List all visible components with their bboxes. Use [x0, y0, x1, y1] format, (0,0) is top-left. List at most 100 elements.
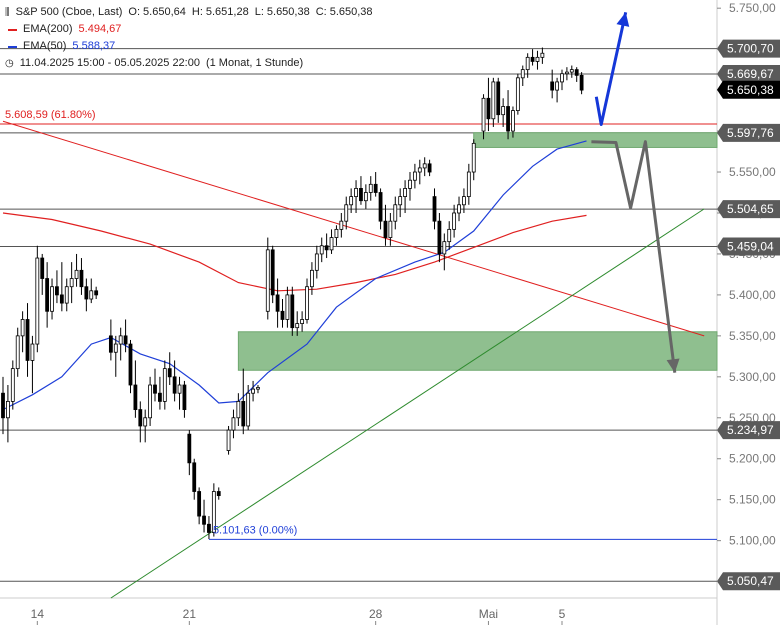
ohlc-high: 5.651,28 [205, 6, 249, 18]
candle-body [89, 290, 94, 300]
y-tick-label: 5.350,00 [729, 329, 776, 343]
y-tick-label: 5.550,00 [729, 165, 776, 179]
candle-body [138, 409, 143, 427]
y-tick-label: 5.200,00 [729, 452, 776, 466]
candle-body [422, 163, 427, 169]
candle-body [162, 368, 167, 402]
candle-body [319, 245, 324, 255]
candle-body [383, 220, 388, 238]
scenario-up-arrow-path [594, 11, 628, 126]
ohlc-open: 5.650,64 [143, 6, 186, 18]
candle-body [10, 368, 15, 402]
candle-body [520, 69, 525, 79]
ema200-swatch [8, 28, 17, 31]
level-price-text: 5.050,47 [727, 574, 774, 588]
candle-body [226, 429, 231, 451]
candle-body [265, 249, 270, 312]
candle-body [202, 515, 206, 525]
legend-ema50-row: EMA(50) 5.588,37 [5, 38, 373, 55]
candle-body [491, 81, 496, 120]
level-price-badge [717, 200, 780, 219]
candle-body [158, 392, 162, 402]
candle-body [540, 52, 545, 58]
candle-body [506, 106, 510, 132]
candle-body [35, 257, 40, 345]
ohlc-low: 5.650,38 [266, 6, 310, 18]
candle-body [211, 491, 216, 533]
candle-body [290, 294, 295, 329]
candle-body [412, 171, 417, 181]
price-axis: 5.750,005.700,005.650,005.600,005.550,00… [717, 1, 780, 591]
candle-body [231, 417, 236, 431]
legend-range-row: ◷ 11.04.2025 15:00 - 05.05.2025 22:00 (1… [5, 55, 373, 72]
resistance-trendline [2, 120, 705, 337]
candle-body [133, 384, 138, 410]
candle-body [207, 523, 211, 533]
candle-body [64, 286, 69, 304]
candle-body [280, 310, 285, 320]
last-price-badge [717, 80, 780, 99]
candle-body [108, 335, 113, 353]
x-tick-label: 14 [31, 607, 45, 621]
candle-body [535, 56, 540, 62]
candle-body [466, 171, 471, 198]
candle-body [251, 388, 255, 394]
x-tick-label: 5 [559, 607, 566, 621]
candle-body [388, 220, 393, 238]
candle-body [79, 269, 84, 288]
level-price-badge [717, 123, 780, 142]
candle-body [30, 343, 35, 361]
candle-body [314, 253, 319, 271]
support-zone [473, 132, 718, 148]
candle-body [172, 376, 177, 394]
support-trendline [110, 208, 705, 599]
candle-body [167, 368, 172, 378]
level-price-text: 5.669,67 [727, 67, 774, 81]
candle-body [50, 286, 54, 312]
candle-body [569, 69, 574, 73]
candle-body [216, 491, 221, 497]
period-label: (1 Monat, 1 Stunde) [205, 57, 304, 69]
candle-body [363, 192, 368, 202]
x-tick-label: 21 [183, 607, 197, 621]
candle-body [300, 319, 305, 324]
candle-body [564, 71, 569, 75]
fib-0-label: 5.101,63 (0.00%) [213, 524, 297, 536]
candle-body [393, 204, 398, 222]
candlestick-icon: ⫼ [5, 7, 10, 18]
ohlc-low-label: L: [254, 6, 264, 18]
last-price-text: 5.650,38 [727, 83, 774, 97]
candle-body [123, 335, 128, 345]
ohlc-close-label: C: [315, 6, 327, 18]
scenario-down-arrow-head [666, 358, 680, 373]
candle-body [177, 384, 182, 394]
candle-body [525, 56, 530, 71]
ema200-label: EMA(200) [23, 23, 73, 35]
level-price-badge [717, 237, 780, 256]
candle-body [20, 319, 25, 337]
candle-body [236, 400, 241, 419]
level-price-badge [717, 39, 780, 58]
clock-icon: ◷ [5, 58, 14, 69]
candle-body [442, 241, 447, 255]
candle-body [6, 400, 10, 419]
candle-body [94, 290, 99, 296]
time-axis: 14 21 28 Mai 5 [31, 607, 566, 625]
legend-ema200-row: EMA(200) 5.494,67 [5, 21, 373, 38]
candle-body [437, 220, 442, 255]
candle-body [368, 183, 373, 193]
candle-body [481, 97, 486, 132]
candle-body [305, 286, 309, 320]
candle-body [324, 245, 329, 251]
candle-body [344, 204, 349, 222]
candle-body [359, 188, 363, 202]
candle-body [530, 56, 535, 62]
candle-body [403, 188, 407, 198]
ohlc-high-label: H: [191, 6, 203, 18]
candle-body [1, 392, 5, 419]
fib-annotations: 5.608,59 (61.80%) 5.101,63 (0.00%) [5, 109, 297, 536]
candle-body [256, 387, 260, 390]
candle-body [462, 196, 466, 206]
legend-instrument-row: ⫼ S&P 500 (Cboe, Last) O: 5.650,64 H: 5.… [5, 4, 373, 21]
